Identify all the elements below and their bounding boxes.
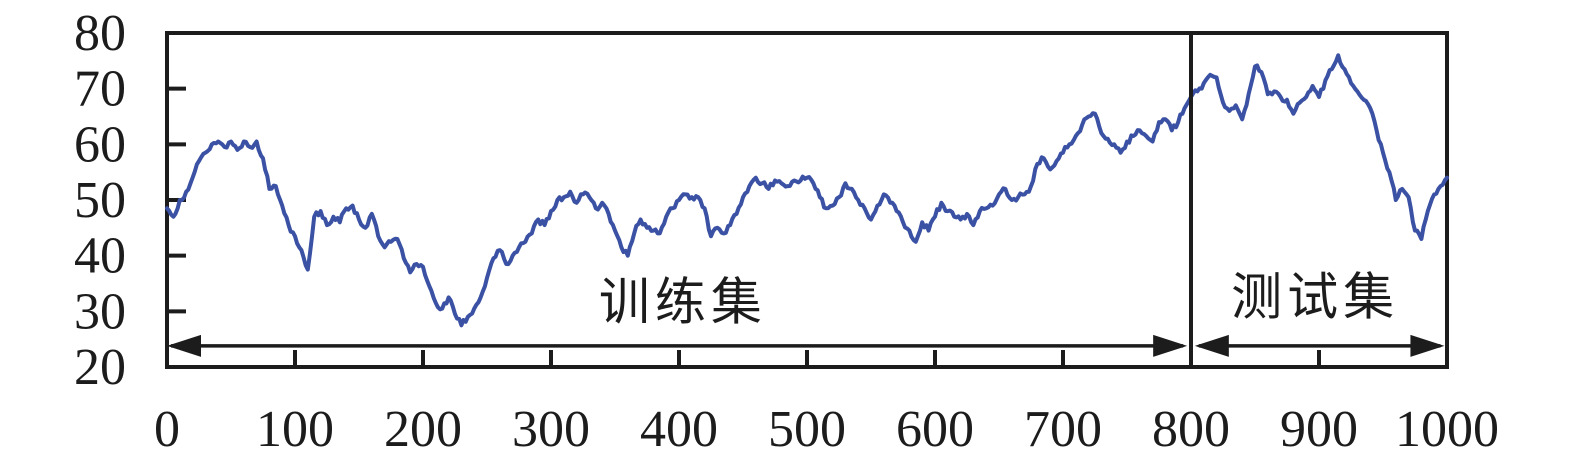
x-tick-label: 600 bbox=[896, 401, 974, 458]
x-tick-label: 900 bbox=[1280, 401, 1358, 458]
y-tick-label: 40 bbox=[74, 228, 126, 285]
x-tick-label: 400 bbox=[640, 401, 718, 458]
train-set-label: 训练集 bbox=[598, 275, 767, 332]
x-tick-label: 0 bbox=[154, 401, 180, 458]
y-tick-label: 50 bbox=[74, 172, 126, 229]
y-tick-label: 80 bbox=[74, 5, 126, 62]
x-tick-label: 100 bbox=[256, 401, 334, 458]
x-tick-label: 300 bbox=[512, 401, 590, 458]
y-tick-label: 30 bbox=[74, 283, 126, 340]
y-tick-label: 20 bbox=[74, 339, 126, 396]
y-tick-label: 60 bbox=[74, 116, 126, 173]
test-set-label: 测试集 bbox=[1231, 270, 1400, 327]
arrowhead-left-icon bbox=[1194, 334, 1229, 357]
x-tick-label: 700 bbox=[1024, 401, 1102, 458]
arrowhead-right-icon bbox=[1410, 334, 1445, 357]
series-line bbox=[165, 53, 1449, 328]
x-tick-label: 1000 bbox=[1395, 401, 1499, 458]
x-tick-label: 500 bbox=[768, 401, 846, 458]
x-tick-label: 800 bbox=[1152, 401, 1230, 458]
arrowhead-right-icon bbox=[1153, 334, 1188, 357]
arrowhead-left-icon bbox=[167, 334, 201, 357]
y-tick-label: 70 bbox=[74, 61, 126, 118]
x-tick-label: 200 bbox=[384, 401, 462, 458]
plot-border bbox=[165, 31, 1449, 369]
